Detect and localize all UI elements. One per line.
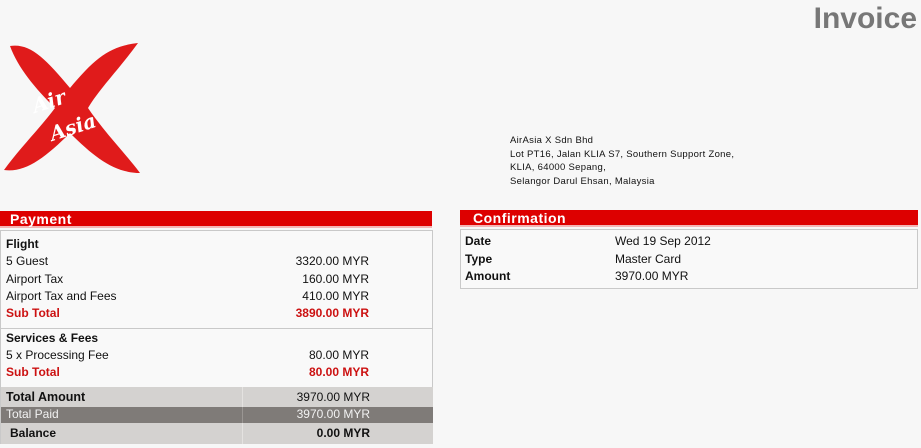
company-address: AirAsia X Sdn Bhd Lot PT16, Jalan KLIA S… — [510, 134, 734, 188]
line-item-value: 160.00 MYR — [302, 272, 369, 286]
confirmation-row: Amount 3970.00 MYR — [465, 269, 905, 284]
confirmation-header: Confirmation — [460, 210, 918, 227]
line-item-label: 5 x Processing Fee — [6, 348, 109, 362]
date-value: Wed 19 Sep 2012 — [615, 234, 711, 248]
flight-subtotal-value: 3890.00 MYR — [295, 306, 369, 320]
confirmation-row: Date Wed 19 Sep 2012 — [465, 234, 905, 249]
flight-heading: Flight — [6, 237, 39, 251]
services-subtotal-label: Sub Total — [6, 365, 60, 379]
balance-row: Balance 0.00 MYR — [1, 423, 433, 444]
line-item-label: 5 Guest — [6, 254, 49, 268]
address-line: KLIA, 64000 Sepang, — [510, 162, 607, 173]
line-item-value: 80.00 MYR — [308, 348, 369, 362]
date-label: Date — [465, 234, 492, 248]
line-item-value: 3320.00 MYR — [295, 254, 369, 268]
balance-label: Balance — [10, 426, 57, 440]
airasia-x-logo: Air Asia — [4, 43, 140, 173]
amount-label: Amount — [465, 269, 511, 283]
total-amount-label: Total Amount — [6, 390, 86, 404]
type-value: Master Card — [615, 252, 682, 266]
total-paid-label: Total Paid — [6, 407, 59, 421]
type-label: Type — [465, 252, 493, 266]
invoice-title: Invoice — [813, 2, 917, 35]
payment-header: Payment — [0, 211, 432, 228]
line-item-label: Airport Tax and Fees — [6, 289, 117, 303]
amount-value: 3970.00 MYR — [615, 269, 689, 283]
total-amount-value: 3970.00 MYR — [296, 390, 370, 404]
total-paid-row: Total Paid 3970.00 MYR — [1, 407, 433, 423]
address-line: AirAsia X Sdn Bhd — [510, 135, 594, 146]
confirmation-row: Type Master Card — [465, 252, 905, 267]
balance-value: 0.00 MYR — [316, 426, 370, 440]
divider — [1, 328, 432, 329]
flight-subtotal-label: Sub Total — [6, 306, 60, 320]
address-line: Selangor Darul Ehsan, Malaysia — [510, 175, 655, 187]
total-paid-value: 3970.00 MYR — [296, 407, 370, 421]
address-line: Lot PT16, Jalan KLIA S7, Southern Suppor… — [510, 148, 735, 160]
confirmation-panel: Date Wed 19 Sep 2012 Type Master Card Amou… — [460, 229, 918, 289]
services-heading: Services & Fees — [6, 331, 99, 345]
payment-panel: Flight 5 Guest 3320.00 MYR Airport Tax 1… — [0, 230, 433, 444]
line-item-label: Airport Tax — [6, 272, 64, 286]
services-subtotal-value: 80.00 MYR — [308, 365, 369, 379]
line-item-value: 410.00 MYR — [302, 289, 369, 303]
total-amount-row: Total Amount 3970.00 MYR — [1, 387, 433, 407]
